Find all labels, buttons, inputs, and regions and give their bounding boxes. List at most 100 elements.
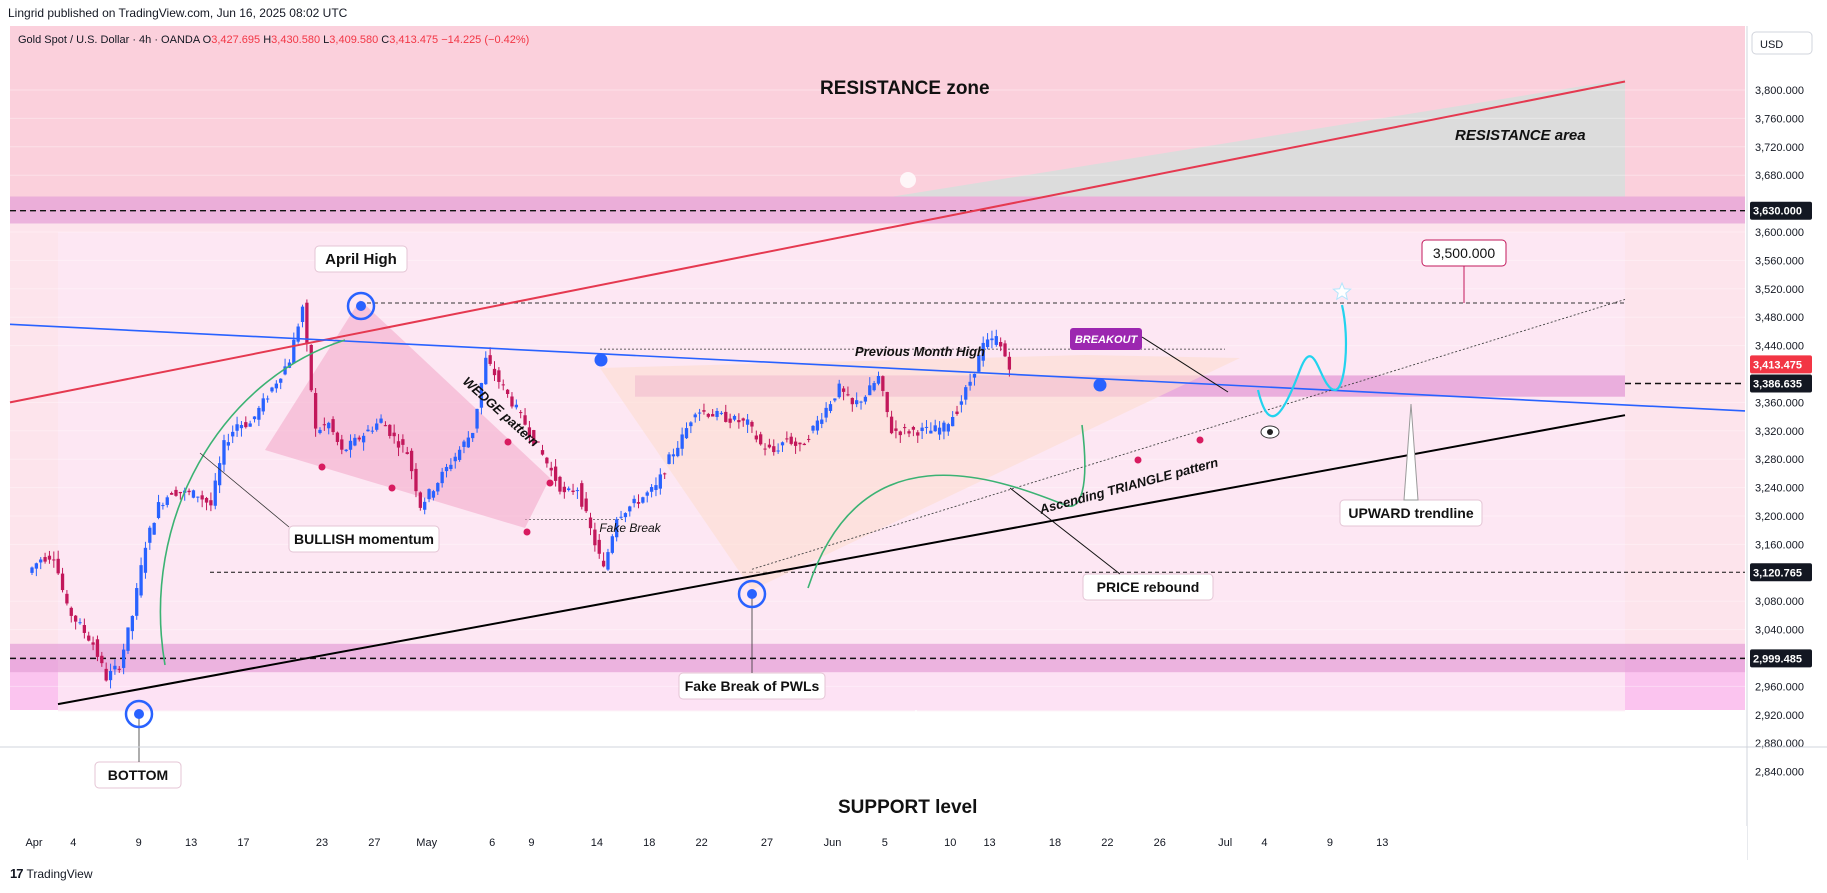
candle-body (702, 410, 706, 412)
candle-body (985, 339, 990, 348)
tradingview-logo-icon: 17 (10, 866, 24, 881)
candle-body (265, 398, 270, 400)
candle-body (645, 492, 649, 496)
time-tick-label: 27 (368, 837, 380, 849)
previous-month-high-label: Previous Month High (855, 344, 985, 359)
candle-body (479, 382, 484, 408)
candle-body (497, 370, 501, 382)
candle-body (462, 441, 466, 447)
candle-body (628, 506, 632, 512)
swing-point-marker (1134, 456, 1142, 464)
candle-body (366, 429, 370, 432)
candle-body (937, 427, 942, 435)
candle-body (684, 428, 689, 439)
price-label-text: 3,120.765 (1753, 567, 1802, 579)
brand-name: TradingView (26, 866, 93, 881)
candle-body (313, 393, 318, 429)
price-tick-label: 3,440.000 (1755, 341, 1804, 353)
candle-body (484, 357, 488, 385)
time-tick-label: Apr (25, 837, 42, 849)
candle-body (540, 450, 545, 455)
candle-body (981, 342, 985, 361)
zone-layer (10, 196, 1745, 673)
price-label-text: 3,630.000 (1753, 206, 1802, 218)
candle-body (776, 450, 780, 452)
price-label-text: 3,386.635 (1753, 378, 1802, 390)
price-tick-label: 3,200.000 (1755, 511, 1804, 523)
candle-body (108, 670, 113, 681)
price-axis[interactable]: USD 2,840.000 2,880.000 2,920.000 2,960.000 3… (1746, 26, 1827, 860)
candle-body (348, 440, 353, 450)
candle-body (859, 401, 863, 403)
candle-body (763, 448, 767, 450)
price-tick-label: 3,240.000 (1755, 483, 1804, 495)
candle-body (715, 410, 719, 417)
candle-body (388, 424, 392, 436)
candle-body (632, 498, 636, 504)
candle-body (990, 338, 994, 341)
target-star-icon (1332, 281, 1352, 301)
candle-body (933, 425, 937, 432)
bottom-label: BOTTOM (108, 767, 168, 783)
price-label-box (1750, 563, 1812, 582)
candle-body (536, 441, 540, 443)
price-tick-label: 2,960.000 (1755, 681, 1804, 693)
candle-body (881, 376, 885, 391)
candle-body (130, 615, 135, 632)
candle-body (161, 505, 165, 507)
projection-path (1256, 304, 1348, 418)
candle-body (671, 454, 676, 457)
candle-body (846, 394, 850, 396)
price-rebound-label-box (1082, 573, 1214, 601)
time-axis[interactable]: Apr 4 9 13 17 23 27 May 6 9 14 18 22 27 Jun 5 10 13 18 22 26… (0, 746, 1827, 860)
symbol-name: Gold Spot / U.S. Dollar · 4h · OANDA (18, 34, 200, 46)
candle-body (178, 491, 183, 494)
candle-body (824, 407, 828, 418)
candle-body (811, 425, 815, 431)
candle-body (994, 336, 998, 345)
high-label: H (263, 34, 272, 46)
bullish-momentum-label: BULLISH momentum (294, 531, 434, 547)
candle-body (920, 427, 924, 432)
candle-body (322, 424, 326, 426)
candle-body (693, 414, 697, 418)
candle-body (663, 473, 667, 475)
candle-body (78, 622, 82, 624)
symbol-legend: Gold Spot / U.S. Dollar · 4h · OANDA O3,… (18, 34, 529, 46)
candle-body (226, 442, 230, 446)
candle-body (719, 412, 724, 414)
candle-body (431, 491, 436, 498)
bullish-momentum-label-box (288, 525, 440, 553)
footer-brand[interactable]: 17 TradingView (10, 866, 93, 881)
upward-trendline-pointer (1403, 403, 1419, 501)
candle-body (780, 442, 785, 446)
candle-body (999, 342, 1003, 347)
time-tick-label: Jun (824, 837, 842, 849)
candle-body (453, 456, 457, 462)
candle-body (139, 565, 143, 596)
support-level-label: SUPPORT level (838, 797, 977, 818)
upward-support-trendline (57, 414, 1626, 706)
price-tick-label: 2,840.000 (1755, 767, 1804, 779)
time-tick-label: 6 (489, 837, 495, 849)
resistance-area-label: RESISTANCE area (1455, 127, 1586, 144)
candle-body (91, 642, 95, 645)
price-tick-label: 3,600.000 (1755, 227, 1804, 239)
candle-body (34, 563, 39, 569)
swing-point-marker (388, 484, 396, 492)
price-tick-label: 3,320.000 (1755, 426, 1804, 438)
candle-body (331, 419, 335, 433)
candle-body (440, 471, 444, 484)
candle-body (52, 559, 56, 561)
trend-lines (9, 80, 1746, 706)
candle-body (95, 639, 100, 657)
candle-body (300, 306, 305, 322)
candle-body (113, 665, 117, 670)
candle-body (658, 474, 662, 489)
candle-body (815, 420, 820, 431)
candle-body (135, 588, 139, 616)
candle-body (545, 457, 549, 464)
candle-body (793, 441, 798, 446)
candle-body (619, 516, 623, 518)
